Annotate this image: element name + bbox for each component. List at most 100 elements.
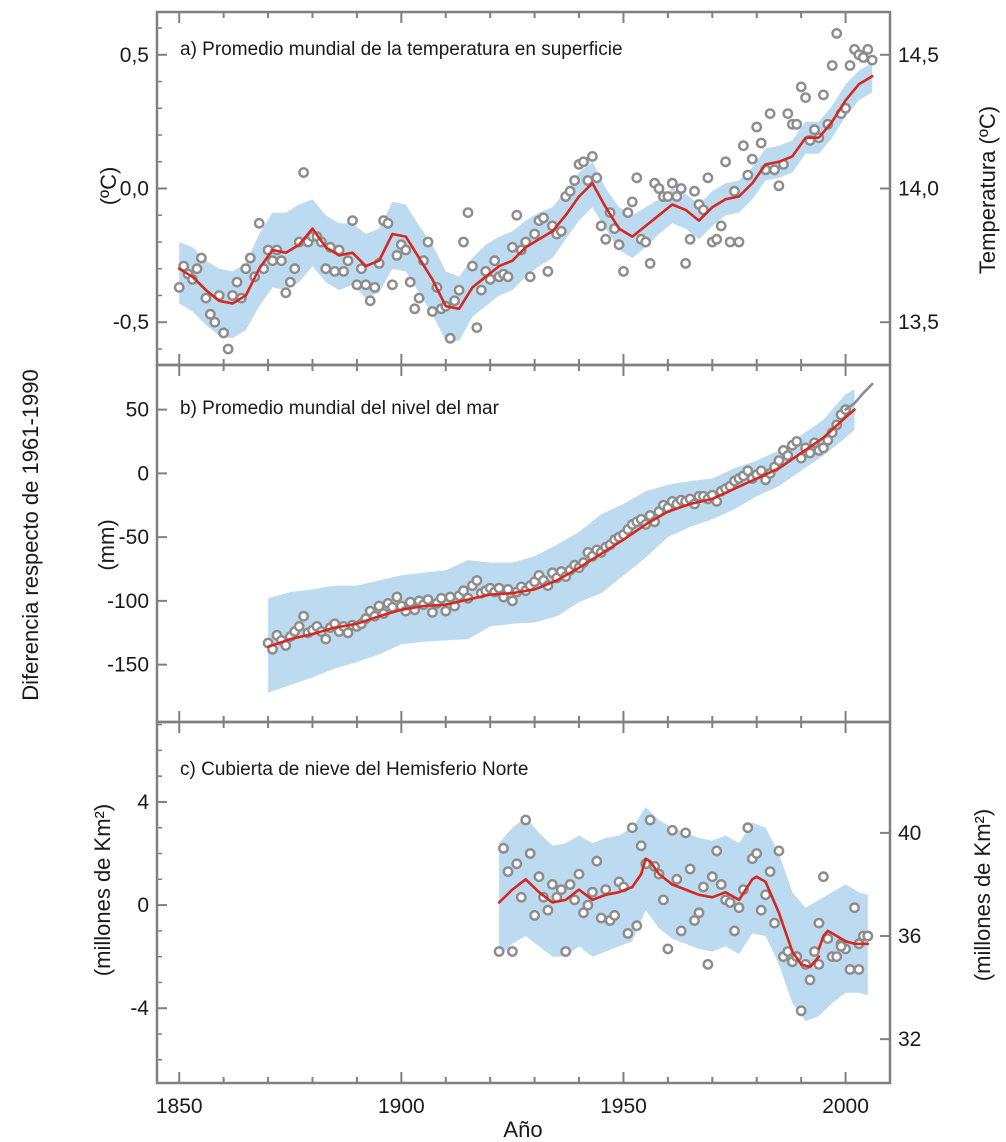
panel-c-ytick-label: -4 bbox=[130, 997, 149, 1020]
panel-a-data-point bbox=[360, 279, 372, 291]
panel-c-data-point bbox=[564, 879, 576, 890]
panel-c-data-point bbox=[671, 873, 683, 885]
panel-b-data-point bbox=[822, 434, 834, 446]
panel-temperature: a) Promedio mundial de la temperatura en… bbox=[96, 39, 1000, 274]
panel-c-data-point bbox=[764, 866, 776, 877]
panel-c-data-point bbox=[698, 881, 709, 893]
panel-c-data-point bbox=[520, 814, 532, 826]
panel-a-data-point bbox=[631, 172, 643, 184]
panel-c-data-point bbox=[733, 902, 745, 914]
panel-c-data-point bbox=[582, 899, 594, 911]
panel-a-data-point bbox=[453, 284, 465, 296]
panel-a-data-point bbox=[244, 252, 256, 264]
panel-b-data-point bbox=[293, 621, 305, 632]
panel-a-data-point bbox=[209, 316, 221, 328]
panel-a-data-point bbox=[689, 185, 700, 197]
panel-a-data-point bbox=[458, 236, 469, 248]
panel-b-data-point bbox=[435, 592, 447, 604]
panel-a-data-point bbox=[338, 265, 349, 277]
panel-a-data-point bbox=[746, 153, 758, 165]
panel-a-data-point bbox=[507, 241, 518, 253]
x-tick-label: 1950 bbox=[600, 1095, 647, 1118]
panel-a-data-point bbox=[382, 217, 394, 229]
x-tick-label: 2000 bbox=[822, 1095, 869, 1118]
panel-b-data-point bbox=[507, 595, 518, 607]
panel-a-data-point bbox=[542, 265, 554, 277]
panel-a-data-point bbox=[795, 81, 807, 93]
panel-c-data-point bbox=[818, 871, 829, 883]
panel-a-ytick-label: 0,0 bbox=[120, 178, 149, 201]
panel-a-data-point bbox=[773, 180, 785, 192]
panel-c-data-point bbox=[773, 845, 785, 857]
panel-a-data-point bbox=[818, 89, 829, 101]
panel-a-data-point bbox=[569, 175, 580, 186]
panel-a-ylabel: (ºC) bbox=[96, 167, 121, 206]
panel-a-data-point bbox=[671, 191, 683, 202]
plot-layer: -0,5 0,0 0,5 13,5 14,0 14,5 -150 -100 -50 0 50 -4 0 4… bbox=[107, 10, 939, 1118]
panel-a-data-point bbox=[702, 172, 714, 184]
panel-c-data-point bbox=[729, 925, 740, 937]
panel-a-data-point bbox=[698, 204, 709, 216]
panel-c-data-point bbox=[809, 946, 820, 957]
panel-c-data-point bbox=[849, 902, 860, 914]
panel-c-right-tick-label: 40 bbox=[898, 822, 921, 845]
panel-c-data-point bbox=[542, 904, 554, 916]
panel-a-data-point bbox=[173, 281, 185, 293]
panel-c-data-point bbox=[662, 943, 674, 955]
panel-c-data-point bbox=[862, 930, 874, 942]
panel-c-data-point bbox=[795, 1005, 807, 1017]
panel-c-data-point bbox=[804, 974, 816, 986]
panel-a-data-point bbox=[511, 209, 523, 221]
panel-a-data-point bbox=[600, 233, 612, 245]
panel-b-plot: -150 -100 -50 0 50 bbox=[107, 363, 892, 724]
panel-a-data-point bbox=[769, 164, 780, 176]
panel-a-data-point bbox=[320, 263, 332, 275]
panel-c-plot: -4 0 4 32 36 40 bbox=[130, 720, 921, 1085]
panel-c-data-point bbox=[569, 894, 580, 906]
panel-a-data-point bbox=[791, 118, 803, 130]
panel-a-right-tick-label: 14,0 bbox=[898, 178, 939, 201]
panel-a-data-point bbox=[400, 244, 412, 256]
panel-b-smoothed-line bbox=[266, 408, 856, 649]
panel-c-data-point bbox=[560, 946, 572, 957]
panel-a-data-point bbox=[280, 287, 292, 299]
panel-a-right-tick-label: 13,5 bbox=[898, 311, 939, 334]
panel-c-data-point bbox=[635, 840, 647, 852]
panel-c-data-point bbox=[693, 907, 705, 919]
panel-a-data-point bbox=[422, 236, 434, 248]
panel-c-data-point bbox=[644, 814, 656, 826]
panel-a-data-point bbox=[329, 265, 341, 277]
panel-a-data-point bbox=[298, 167, 309, 178]
panel-a-data-point bbox=[289, 263, 301, 275]
panel-a-data-point bbox=[809, 124, 820, 136]
panel-a-data-point bbox=[240, 263, 252, 275]
panel-a-data-point bbox=[351, 279, 363, 291]
panel-b-ytick-label: 0 bbox=[137, 462, 149, 485]
panel-a-data-point bbox=[595, 220, 607, 232]
panel-a-data-point bbox=[582, 175, 594, 186]
panel-a-data-point bbox=[684, 233, 696, 245]
panel-c-data-point bbox=[751, 848, 763, 859]
panel-c-data-point bbox=[706, 871, 718, 883]
panel-c-data-point bbox=[813, 917, 825, 929]
x-tick-label: 1850 bbox=[156, 1095, 203, 1118]
panel-b-ytick-label: -50 bbox=[119, 526, 149, 549]
panel-a-data-point bbox=[253, 217, 265, 229]
panel-a-data-point bbox=[222, 343, 234, 355]
panel-b-data-point bbox=[471, 575, 483, 586]
panel-b-data-point bbox=[782, 450, 794, 461]
panel-b-data-point bbox=[773, 455, 785, 466]
panel-a-data-point bbox=[613, 239, 625, 251]
panel-a-data-point bbox=[347, 215, 358, 227]
panel-a-data-point bbox=[444, 332, 456, 344]
panel-a-data-point bbox=[413, 292, 425, 304]
panel-a-data-point bbox=[191, 263, 203, 275]
panel-a-smoothed-line bbox=[177, 74, 874, 311]
panel-a-data-point bbox=[409, 303, 421, 315]
panel-a-data-point bbox=[227, 290, 238, 301]
panel-c-right-tick-label: 32 bbox=[898, 1028, 921, 1051]
panel-a-data-point bbox=[587, 150, 598, 162]
panel-a-data-point bbox=[578, 156, 589, 168]
panel-c-data-point bbox=[622, 928, 634, 939]
